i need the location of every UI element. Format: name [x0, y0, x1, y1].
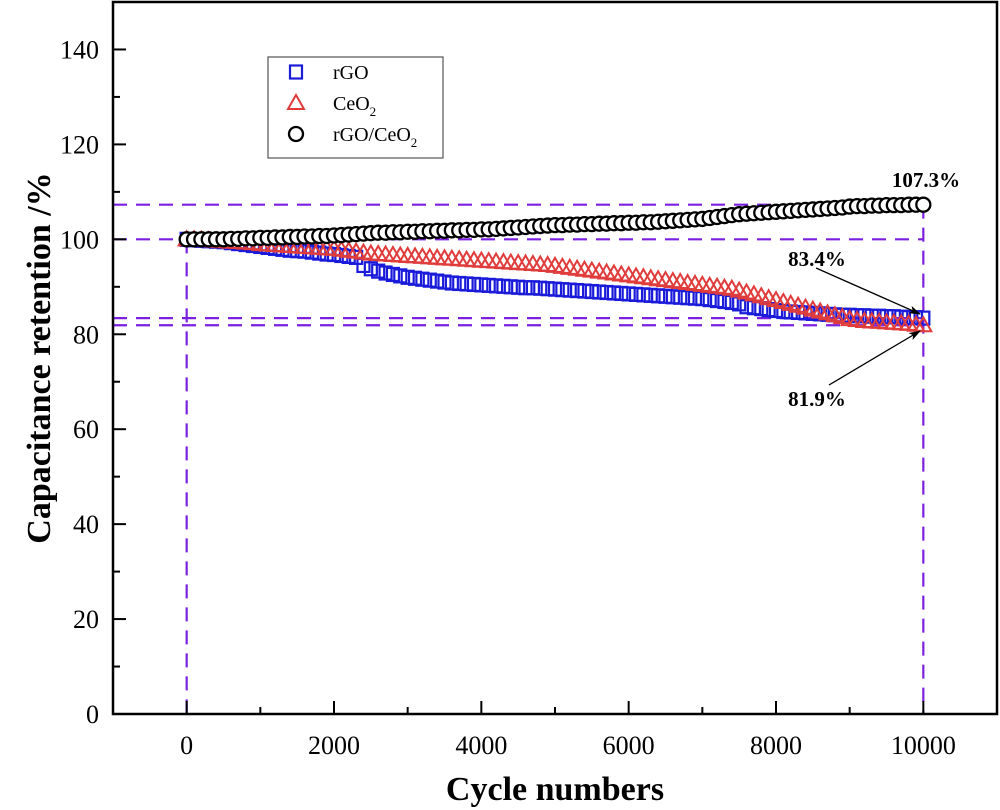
y-axis: 0 20 40 60 80 100 120 140 — [60, 35, 126, 729]
data-point — [665, 289, 680, 305]
data-point — [518, 280, 533, 296]
data-point — [569, 282, 585, 299]
legend-marker-triangle-icon — [286, 92, 306, 110]
y-tick-label: 80 — [73, 320, 99, 349]
data-point — [592, 284, 607, 300]
data-point — [415, 271, 430, 287]
data-point — [385, 266, 401, 283]
data-point — [511, 279, 526, 295]
y-tick-label: 20 — [73, 605, 99, 634]
data-point — [643, 287, 658, 303]
data-point — [606, 285, 622, 301]
annotation-arrow-rgo — [815, 267, 921, 315]
data-point — [915, 196, 932, 213]
data-point — [400, 269, 415, 285]
data-point — [452, 275, 467, 292]
annotations: 107.3% 83.4% 81.9% — [788, 168, 960, 411]
data-point — [378, 265, 393, 281]
data-point — [636, 287, 651, 303]
data-point — [466, 276, 482, 293]
legend-label: rGO/CeO2 — [333, 124, 417, 150]
data-point — [363, 261, 378, 277]
legend-label: CeO2 — [333, 93, 376, 119]
y-tick-label: 100 — [60, 225, 99, 254]
plot-frame — [111, 0, 999, 716]
data-point — [547, 281, 563, 297]
y-tick-label: 120 — [60, 130, 99, 159]
x-tick-label: 10000 — [891, 731, 956, 760]
data-point — [614, 285, 629, 302]
data-point — [422, 272, 437, 288]
data-point — [371, 263, 386, 279]
x-axis-title: Cycle numbers — [446, 771, 664, 808]
y-tick-label: 60 — [73, 415, 99, 444]
data-point — [496, 278, 511, 294]
x-tick-label: 2000 — [308, 731, 360, 760]
annotation-arrow-ceo2 — [828, 330, 921, 386]
y-tick-label: 0 — [86, 700, 99, 729]
data-point — [628, 286, 644, 302]
annotation-label-ceo2: 81.9% — [788, 387, 846, 411]
data-point — [540, 281, 555, 297]
data-point — [680, 290, 695, 306]
data-point — [577, 283, 592, 299]
annotation-label-rgo-ceo2: 107.3% — [892, 168, 960, 192]
data-point — [599, 284, 614, 301]
data-point — [488, 278, 504, 294]
data-point — [673, 289, 688, 305]
data-point — [687, 290, 703, 306]
legend-label: rGO — [333, 62, 369, 84]
data-point — [584, 283, 599, 300]
data-point — [393, 268, 408, 284]
data-point — [651, 288, 666, 304]
y-tick-label: 140 — [60, 35, 99, 64]
legend-marker-square-icon — [288, 64, 304, 80]
series-rgo-ceo2 — [178, 196, 932, 248]
data-point — [562, 282, 577, 298]
series-layer — [176, 196, 934, 333]
x-axis: 0 2000 4000 6000 8000 10000 — [180, 701, 956, 760]
data-point — [474, 277, 489, 293]
data-point — [356, 257, 371, 274]
x-tick-label: 8000 — [750, 731, 802, 760]
legend-item: rGO — [288, 62, 369, 84]
data-point — [459, 276, 474, 292]
data-point — [533, 280, 548, 296]
data-point — [913, 315, 934, 333]
data-point — [503, 279, 518, 295]
data-point — [525, 280, 541, 296]
data-point — [437, 274, 452, 290]
legend-item: CeO2 — [286, 92, 376, 119]
data-point — [658, 288, 673, 304]
annotation-label-rgo: 83.4% — [788, 247, 846, 271]
y-tick-label: 40 — [73, 510, 99, 539]
legend-item: rGO/CeO2 — [287, 124, 417, 150]
y-axis-title: Capacitance retention /% — [21, 172, 58, 543]
x-tick-label: 0 — [180, 731, 193, 760]
data-point — [621, 286, 636, 302]
x-tick-label: 4000 — [455, 731, 507, 760]
data-point — [407, 270, 423, 286]
data-point — [430, 273, 445, 289]
legend-marker-circle-icon — [287, 125, 305, 143]
data-point — [555, 282, 570, 298]
legend: rGO CeO2 rGO/CeO2 — [267, 56, 444, 159]
data-point — [481, 277, 496, 293]
data-point — [444, 275, 459, 291]
x-tick-label: 6000 — [603, 731, 655, 760]
